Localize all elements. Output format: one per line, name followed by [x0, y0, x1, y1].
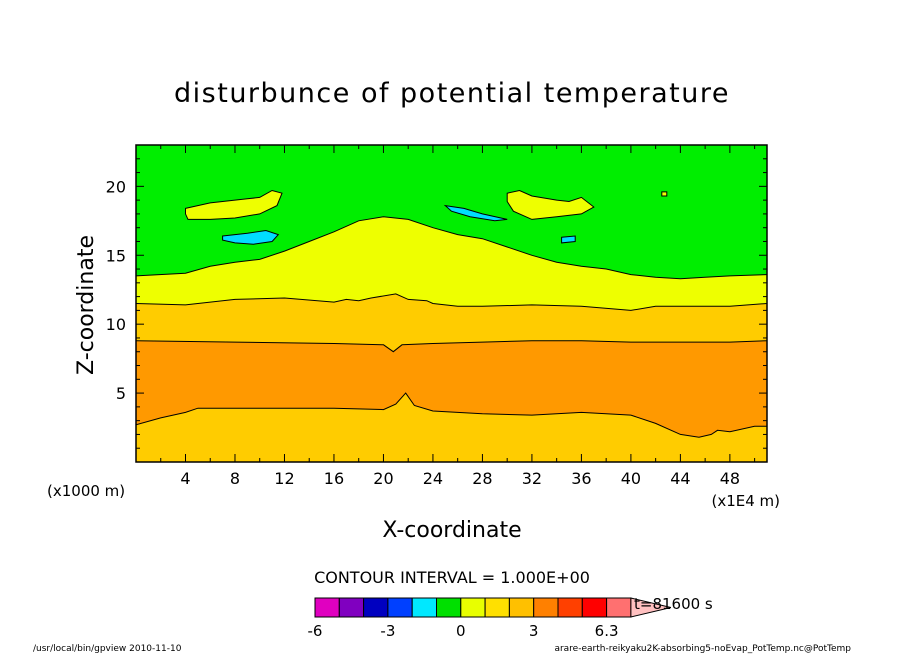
x-tick-label: 24	[423, 469, 443, 488]
contour-line-b1	[136, 392, 767, 438]
x-tick-label: 12	[274, 469, 294, 488]
colorbar-swatch	[606, 597, 632, 618]
y-tick-label: 20	[106, 177, 126, 196]
x-tick-label: 44	[670, 469, 690, 488]
colorbar-swatch	[363, 597, 389, 618]
x-tick-label: 4	[180, 469, 190, 488]
contour-line-b4	[136, 216, 767, 280]
x-tick-label: 8	[230, 469, 240, 488]
colorbar	[314, 597, 672, 618]
colorbar-extend-tip	[630, 597, 672, 618]
contour-island-5	[661, 191, 668, 197]
contour-line-b3	[136, 293, 767, 311]
colorbar-swatch	[581, 597, 608, 618]
colorbar-swatch	[436, 597, 462, 618]
colorbar-tick-label: 3	[529, 622, 539, 640]
colorbar-swatch	[387, 597, 413, 618]
contour-island-1	[506, 189, 595, 220]
contour-island-2	[222, 229, 280, 245]
x-tick-label: 40	[621, 469, 641, 488]
y-tick-labels: 5 10 15 20	[106, 177, 126, 403]
contour-line-b2	[136, 340, 767, 353]
contour-interval: CONTOUR INTERVAL = 1.000E+00	[314, 568, 590, 587]
x-unit-left: (x1000 m)	[47, 482, 125, 500]
plot-frame	[135, 144, 768, 463]
colorbar-swatch	[557, 597, 583, 618]
colorbar-tick-label: -6	[308, 622, 323, 640]
x-tick-label: 48	[720, 469, 740, 488]
time-label: t=81600 s	[634, 595, 713, 613]
colorbar-tick-labels: -6 -3 0 3 6.3	[308, 622, 619, 640]
x-tick-label: 36	[571, 469, 591, 488]
x-tick-label: 28	[472, 469, 492, 488]
y-tick-label: 10	[106, 315, 126, 334]
band-below-b1	[136, 393, 767, 462]
colorbar-tick-label: 0	[456, 622, 466, 640]
y-tick-label: 15	[106, 246, 126, 265]
x-tick-label: 20	[373, 469, 393, 488]
contour-island-4	[561, 235, 576, 244]
x-tick-labels: 4 8 12 16 20 24 28 32 36 40 44 48	[180, 469, 740, 488]
contour-island-3	[443, 204, 508, 222]
x-tick-label: 16	[324, 469, 344, 488]
colorbar-swatch	[314, 597, 340, 618]
colorbar-tick-label: 6.3	[595, 622, 619, 640]
y-tick-label: 5	[116, 384, 126, 403]
colorbar-swatch	[484, 597, 510, 618]
footer-right: arare-earth-reikyaku2K-absorbing5-noEvap…	[554, 644, 851, 654]
x-unit-right: (x1E4 m)	[711, 492, 780, 510]
colorbar-tick-label: -3	[380, 622, 395, 640]
contour-island-0	[185, 189, 283, 220]
colorbar-swatch	[508, 597, 535, 618]
y-axis-label: Z-coordinate	[74, 235, 99, 375]
x-axis-label: X-coordinate	[382, 518, 521, 543]
colorbar-swatch	[411, 597, 438, 618]
colorbar-swatch	[533, 597, 559, 618]
x-tick-label: 32	[522, 469, 542, 488]
footer-left: /usr/local/bin/gpview 2010-11-10	[33, 644, 182, 654]
plot-area	[135, 144, 768, 463]
colorbar-swatch	[338, 597, 365, 618]
chart-title: disturbunce of potential temperature	[174, 78, 730, 109]
colorbar-swatch	[460, 597, 486, 618]
